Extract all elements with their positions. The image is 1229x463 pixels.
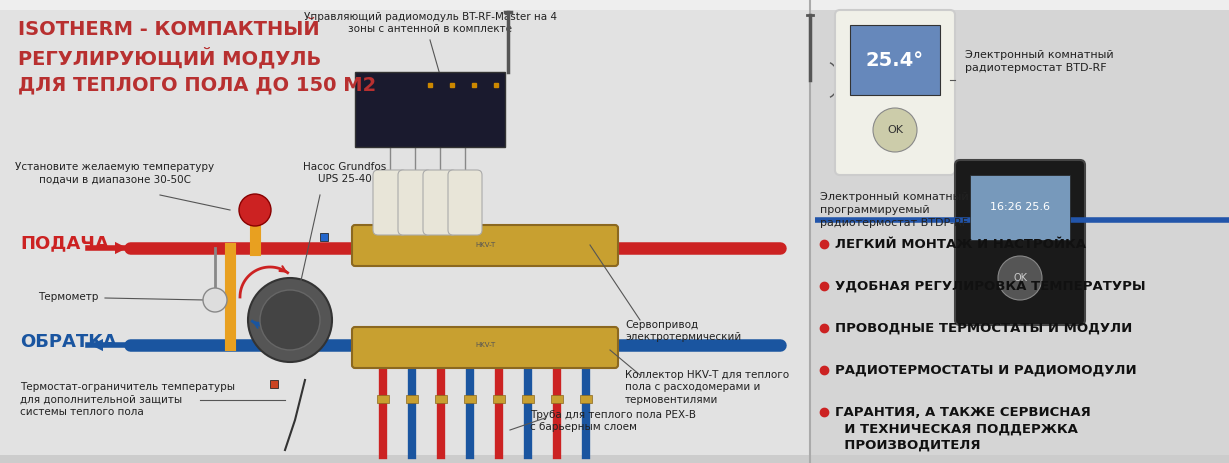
FancyArrowPatch shape <box>91 339 128 351</box>
Bar <box>493 395 505 403</box>
FancyBboxPatch shape <box>398 170 433 235</box>
Text: ЛЕГКИЙ МОНТАЖ И НАСТРОЙКА: ЛЕГКИЙ МОНТАЖ И НАСТРОЙКА <box>834 238 1086 251</box>
FancyBboxPatch shape <box>449 170 482 235</box>
Bar <box>270 380 278 388</box>
FancyBboxPatch shape <box>351 327 618 368</box>
Circle shape <box>203 288 227 312</box>
Text: HKV-T: HKV-T <box>474 342 495 348</box>
Bar <box>465 395 476 403</box>
Bar <box>0 455 1229 463</box>
FancyBboxPatch shape <box>372 170 407 235</box>
Text: Термостат-ограничитель температуры
для дополнительной защиты
системы теплого пол: Термостат-ограничитель температуры для д… <box>20 382 235 417</box>
Text: Насос Grundfos
UPS 25-40: Насос Grundfos UPS 25-40 <box>304 162 387 184</box>
Bar <box>406 395 418 403</box>
Text: ОБРАТКА: ОБРАТКА <box>20 333 117 351</box>
Text: Труба для теплого пола РЕХ-В
с барьерным слоем: Труба для теплого пола РЕХ-В с барьерным… <box>530 410 696 432</box>
Text: Сервопривод
электротермический: Сервопривод электротермический <box>626 320 741 343</box>
Text: Электронный комнатный
радиотермостат BTD-RF: Электронный комнатный радиотермостат BTD… <box>965 50 1113 73</box>
Circle shape <box>238 194 272 226</box>
Text: ГАРАНТИЯ, А ТАКЖЕ СЕРВИСНАЯ
  И ТЕХНИЧЕСКАЯ ПОДДЕРЖКА
  ПРОИЗВОДИТЕЛЯ: ГАРАНТИЯ, А ТАКЖЕ СЕРВИСНАЯ И ТЕХНИЧЕСКА… <box>834 406 1091 452</box>
Text: ПРОВОДНЫЕ ТЕРМОСТАТЫ И МОДУЛИ: ПРОВОДНЫЕ ТЕРМОСТАТЫ И МОДУЛИ <box>834 322 1132 335</box>
Text: 16:26 25.6: 16:26 25.6 <box>991 202 1050 212</box>
FancyBboxPatch shape <box>351 225 618 266</box>
Text: Электронный комнатный
программируемый
радиотермостат BTDP-RF: Электронный комнатный программируемый ра… <box>820 192 968 228</box>
Bar <box>320 233 328 241</box>
Bar <box>522 395 533 403</box>
Text: Установите желаемую температуру
подачи в диапазоне 30-50С: Установите желаемую температуру подачи в… <box>16 162 215 184</box>
Bar <box>580 395 592 403</box>
Bar <box>850 25 940 95</box>
FancyBboxPatch shape <box>955 160 1085 325</box>
Text: Управляющий радиомодуль BT-RF-Master на 4
зоны с антенной в комплекте: Управляющий радиомодуль BT-RF-Master на … <box>304 12 557 34</box>
Circle shape <box>873 108 917 152</box>
Circle shape <box>248 278 332 362</box>
Bar <box>0 0 1229 10</box>
FancyArrowPatch shape <box>91 242 128 254</box>
Text: УДОБНАЯ РЕГУЛИРОВКА ТЕМПЕРАТУРЫ: УДОБНАЯ РЕГУЛИРОВКА ТЕМПЕРАТУРЫ <box>834 280 1145 293</box>
FancyBboxPatch shape <box>423 170 457 235</box>
Bar <box>377 395 390 403</box>
Bar <box>970 175 1070 240</box>
Bar <box>435 395 447 403</box>
Bar <box>551 395 563 403</box>
Circle shape <box>998 256 1042 300</box>
Bar <box>355 72 505 147</box>
Text: OK: OK <box>887 125 903 135</box>
FancyBboxPatch shape <box>834 10 955 175</box>
Bar <box>810 0 1229 463</box>
Text: ПОДАЧА: ПОДАЧА <box>20 234 108 252</box>
Text: HKV-T: HKV-T <box>474 242 495 248</box>
Text: РАДИОТЕРМОСТАТЫ И РАДИОМОДУЛИ: РАДИОТЕРМОСТАТЫ И РАДИОМОДУЛИ <box>834 364 1137 377</box>
Text: 25.4°: 25.4° <box>866 50 924 69</box>
Circle shape <box>261 290 320 350</box>
Text: Термометр: Термометр <box>38 292 98 302</box>
Text: OK: OK <box>1013 273 1027 283</box>
Text: Коллектор НКV-Т для теплого
пола с расходомерами и
термовентилями: Коллектор НКV-Т для теплого пола с расхо… <box>626 370 789 405</box>
Text: ISOTHERM - КОМПАКТНЫЙ
РЕГУЛИРУЮЩИЙ МОДУЛЬ
ДЛЯ ТЕПЛОГО ПОЛА ДО 150 М2: ISOTHERM - КОМПАКТНЫЙ РЕГУЛИРУЮЩИЙ МОДУЛ… <box>18 20 376 94</box>
